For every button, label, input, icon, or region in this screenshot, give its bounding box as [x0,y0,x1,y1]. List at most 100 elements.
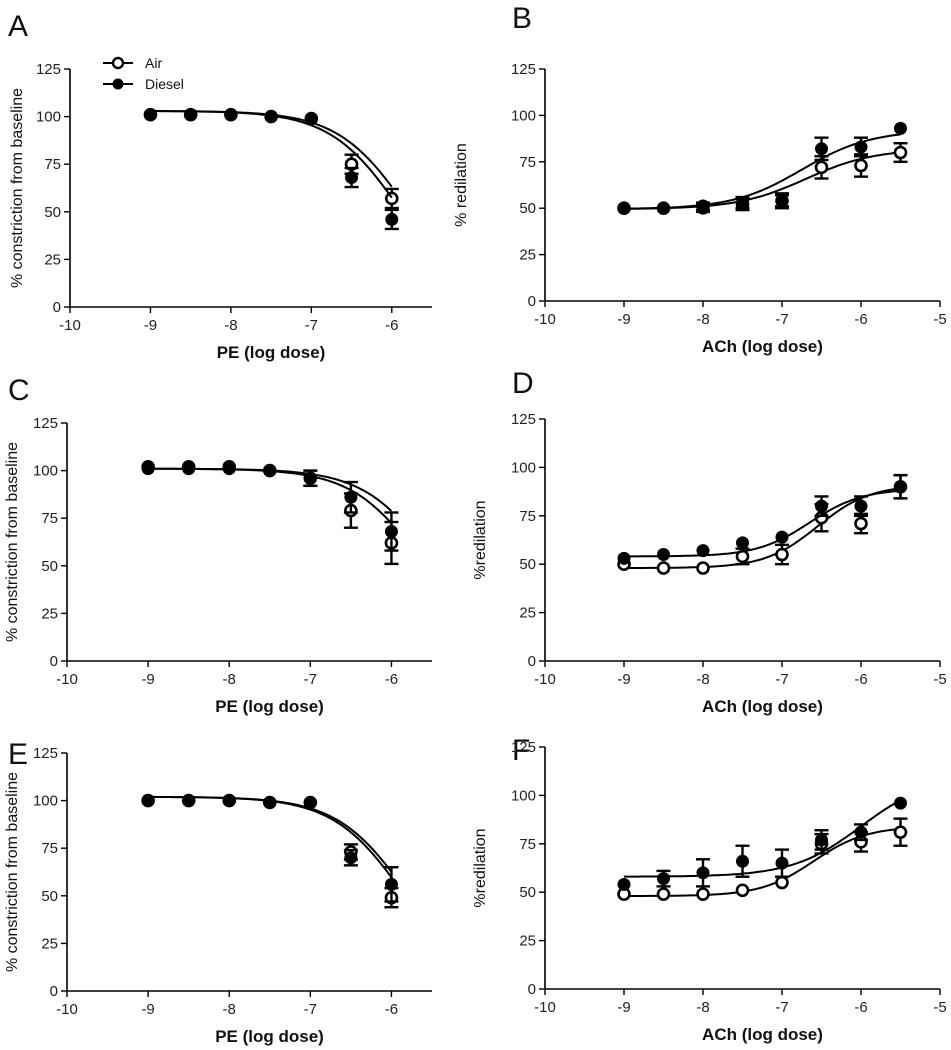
fit-curve [150,110,393,199]
data-point-diesel [184,108,198,122]
y-tick-label: 125 [511,739,536,756]
panel-label: F [512,734,530,767]
data-point-diesel [775,194,789,208]
x-tick-label: -7 [775,311,788,328]
x-tick-label: -6 [854,311,867,328]
data-point-air [893,145,908,160]
data-point-diesel [894,480,907,494]
data-point-diesel [345,171,359,185]
y-tick-label: 75 [519,508,536,525]
data-point-diesel [696,544,710,558]
x-tick-label: -9 [617,671,630,688]
y-tick-label: 50 [519,200,536,217]
data-point-diesel [775,530,789,544]
data-point-diesel [617,201,631,215]
x-tick-label: -9 [141,1001,154,1018]
data-point-air [735,883,750,898]
data-point-diesel [263,464,277,478]
y-tick-label: 50 [519,884,536,901]
y-tick-label: 0 [528,653,536,670]
data-point-diesel [222,794,236,808]
x-axis-title: PE (log dose) [217,343,326,362]
fit-curve [624,799,901,878]
y-tick-label: 25 [41,935,58,952]
y-axis-title: % redilation [453,143,470,227]
data-point-air [814,160,829,175]
legend-marker [112,78,124,90]
data-point-air [696,561,710,575]
data-point-diesel [344,490,358,504]
x-tick-label: -5 [933,999,946,1016]
data-point-diesel [303,471,317,485]
panel-label: A [8,10,28,43]
data-point-diesel [141,462,155,476]
x-tick-label: -10 [534,999,556,1016]
panel-C: C 0 25 50 75 100 125 -10 -9 -8 -7 -6 PE (log dose) % … [4,374,432,716]
x-axis-title: ACh (log dose) [702,1025,823,1044]
x-tick-label: -8 [696,311,709,328]
data-point-diesel [736,536,749,550]
legend-marker [111,56,125,70]
y-tick-label: 75 [41,840,58,857]
data-point-diesel [384,877,398,891]
panel-A: A 0 25 50 75 100 125 -10 -9 -8 -7 -6 PE (log dose) % … [8,10,432,362]
series-air [141,793,399,909]
data-point-air [656,561,671,575]
data-point-diesel [224,108,238,122]
y-tick-label: 100 [36,109,61,126]
x-tick-label: -9 [144,317,157,334]
y-tick-label: 50 [41,558,58,575]
data-point-diesel [304,112,318,126]
x-axis-title: ACh (log dose) [702,697,823,716]
x-tick-label: -6 [385,671,398,688]
data-point-diesel [894,121,907,135]
y-tick-label: 75 [41,510,58,527]
data-point-air [893,825,908,839]
data-point-diesel [815,499,828,513]
data-point-diesel [854,140,868,154]
series-diesel [617,473,908,565]
y-axis-title: %redilation [472,828,489,907]
data-point-diesel [222,462,236,476]
y-tick-label: 25 [519,933,536,950]
y-tick-label: 25 [44,251,61,268]
x-tick-label: -6 [385,317,398,334]
y-axis-title: % constriction from baseline [9,88,26,288]
panel-D: D 0 25 50 75 100 125 -10 -9 -8 -7 -6 -5 ACh (log dose… [472,367,947,716]
data-point-diesel [385,212,399,226]
x-tick-label: -6 [854,999,867,1016]
x-tick-label: -5 [933,671,946,688]
series-diesel [141,462,399,552]
data-point-air [854,158,868,173]
data-point-diesel [657,201,670,215]
x-axis-title: PE (log dose) [215,697,324,716]
y-tick-label: 25 [519,247,536,264]
data-point-diesel [182,794,196,808]
data-point-diesel [182,462,196,476]
y-tick-label: 50 [519,556,536,573]
x-axis-title: ACh (log dose) [702,337,823,356]
x-tick-label: -9 [617,311,630,328]
legend-label: Diesel [145,76,184,92]
series-diesel [141,794,399,903]
y-tick-label: 125 [511,61,536,78]
data-point-diesel [696,201,710,215]
series-diesel [617,796,907,891]
data-point-air [775,547,789,562]
data-point-air [384,191,399,206]
y-axis-title: %redilation [472,500,489,579]
x-tick-label: -7 [305,317,318,334]
y-tick-label: 75 [519,154,536,171]
panel-E: E 0 25 50 75 100 125 -10 -9 -8 -7 -6 PE (log dose) % … [4,738,432,1046]
x-tick-label: -7 [775,999,788,1016]
y-tick-label: 0 [528,981,536,998]
data-point-diesel [736,196,749,210]
legend-label: Air [145,55,162,71]
data-point-diesel [344,851,358,865]
panel-B: B 0 25 50 75 100 125 -10 -9 -8 -7 -6 -5 ACh (log dose… [453,2,947,356]
panel-label: D [512,367,534,400]
x-axis-title: PE (log dose) [215,1027,324,1046]
data-point-air [775,875,789,890]
x-tick-label: -10 [59,317,81,334]
y-tick-label: 100 [33,463,58,480]
